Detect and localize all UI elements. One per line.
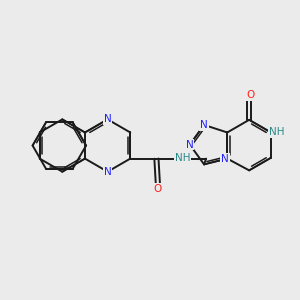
Text: N: N: [186, 140, 194, 150]
Text: O: O: [247, 90, 255, 100]
Text: N: N: [104, 114, 112, 124]
Text: N: N: [200, 120, 208, 130]
Text: NH: NH: [175, 153, 190, 163]
Text: N: N: [104, 167, 112, 177]
Text: NH: NH: [268, 128, 284, 137]
Text: O: O: [154, 184, 162, 194]
Text: N: N: [221, 154, 229, 164]
